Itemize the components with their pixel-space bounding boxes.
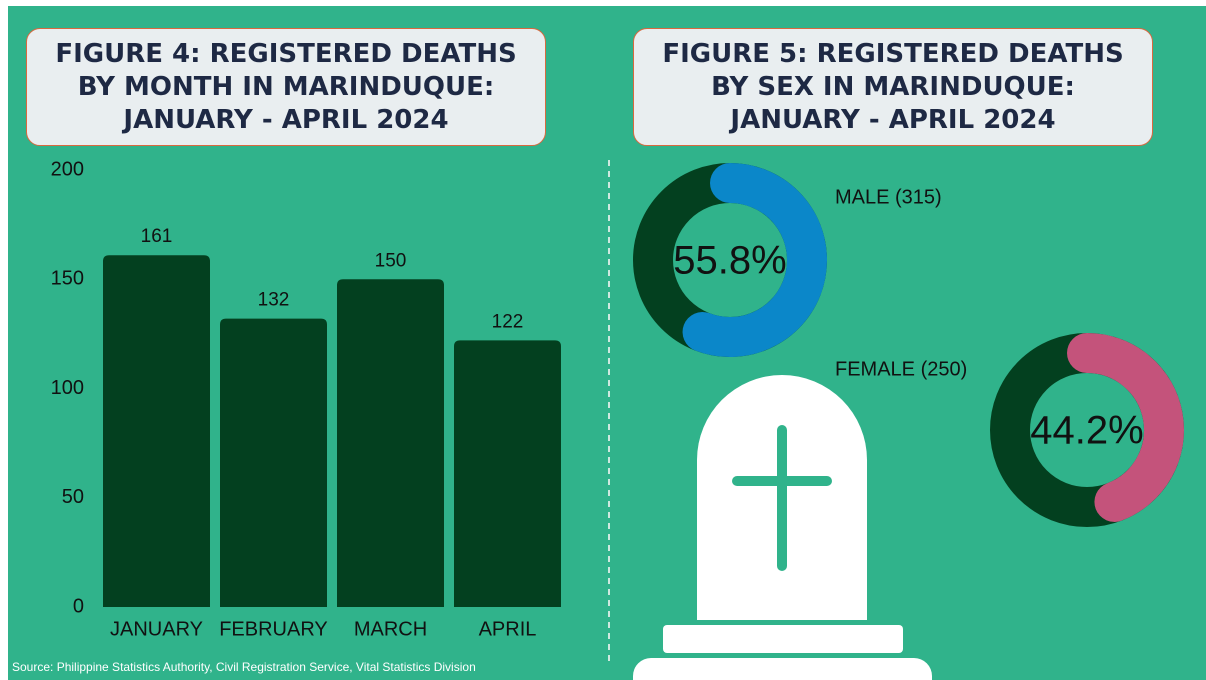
legend-label: MALE (315) (835, 186, 942, 208)
bar (103, 255, 210, 607)
value-label: 132 (258, 290, 290, 311)
y-tick-label: 100 (51, 377, 84, 399)
tombstone-base (663, 625, 903, 653)
y-tick-label: 0 (73, 595, 84, 617)
chart-title: FIGURE 4: REGISTERED DEATHS BY MONTH IN … (26, 28, 546, 146)
y-tick-label: 200 (51, 158, 84, 180)
chart-title: FIGURE 5: REGISTERED DEATHS BY SEX IN MA… (633, 28, 1153, 146)
y-tick-label: 150 (51, 268, 84, 290)
value-label: 150 (375, 250, 407, 271)
x-tick-label: FEBRUARY (219, 618, 328, 640)
value-label: 44.2% (1030, 409, 1143, 453)
bar (337, 279, 444, 607)
infographic: Source: Philippine Statistics Authority,… (0, 0, 1206, 680)
legend-label: FEMALE (250) (835, 358, 967, 380)
source-note: Source: Philippine Statistics Authority,… (12, 660, 476, 674)
value-label: 55.8% (673, 239, 786, 283)
y-tick-label: 50 (62, 486, 84, 508)
x-tick-label: APRIL (479, 618, 537, 640)
x-tick-label: MARCH (354, 618, 427, 640)
x-tick-label: JANUARY (110, 618, 203, 640)
bar (454, 340, 561, 607)
value-label: 122 (492, 311, 524, 332)
value-label: 161 (141, 226, 173, 247)
tombstone-plinth (633, 658, 932, 680)
bar (220, 319, 327, 607)
